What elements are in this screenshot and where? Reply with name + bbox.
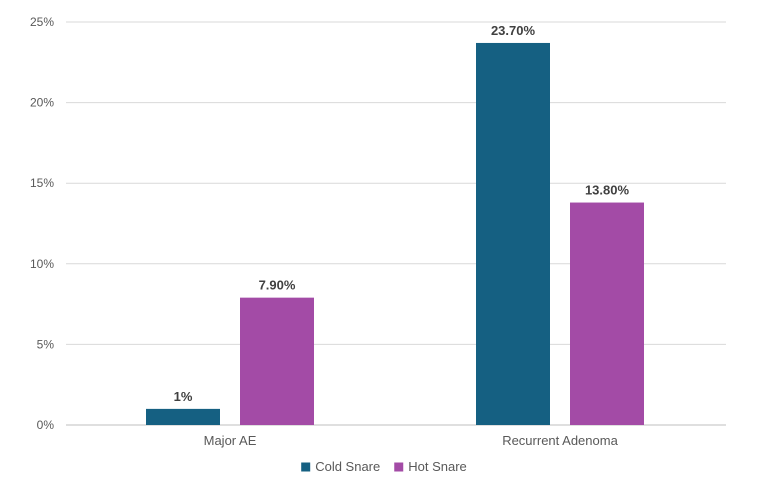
y-tick-label: 25% — [30, 15, 54, 29]
bar-hot-snare — [240, 297, 314, 425]
data-label-cold-snare: 1% — [174, 389, 193, 404]
x-axis-categories: Major AE Recurrent Adenoma — [204, 433, 619, 448]
legend-label: Hot Snare — [408, 459, 467, 474]
y-tick-label: 20% — [30, 96, 54, 110]
data-label-hot-snare: 13.80% — [585, 183, 630, 198]
bar-cold-snare — [476, 42, 550, 426]
bar-cold-snare — [146, 408, 220, 425]
legend: Cold Snare Hot Snare — [301, 459, 467, 474]
x-category-label: Recurrent Adenoma — [502, 433, 618, 448]
y-tick-label: 5% — [37, 337, 55, 351]
y-axis-ticks: 0% 5% 10% 15% 20% 25% — [30, 15, 54, 432]
data-label-cold-snare: 23.70% — [491, 23, 536, 38]
bar-hot-snare — [570, 202, 644, 425]
data-labels: 1% 23.70% 7.90% 13.80% — [174, 23, 630, 404]
legend-swatch-hot-snare — [394, 462, 404, 472]
y-tick-label: 15% — [30, 176, 54, 190]
y-tick-label: 10% — [30, 257, 54, 271]
x-category-label: Major AE — [204, 433, 257, 448]
y-tick-label: 0% — [37, 418, 55, 432]
data-label-hot-snare: 7.90% — [259, 278, 296, 293]
bars — [146, 42, 644, 426]
legend-swatch-cold-snare — [301, 462, 311, 472]
legend-label: Cold Snare — [315, 459, 380, 474]
